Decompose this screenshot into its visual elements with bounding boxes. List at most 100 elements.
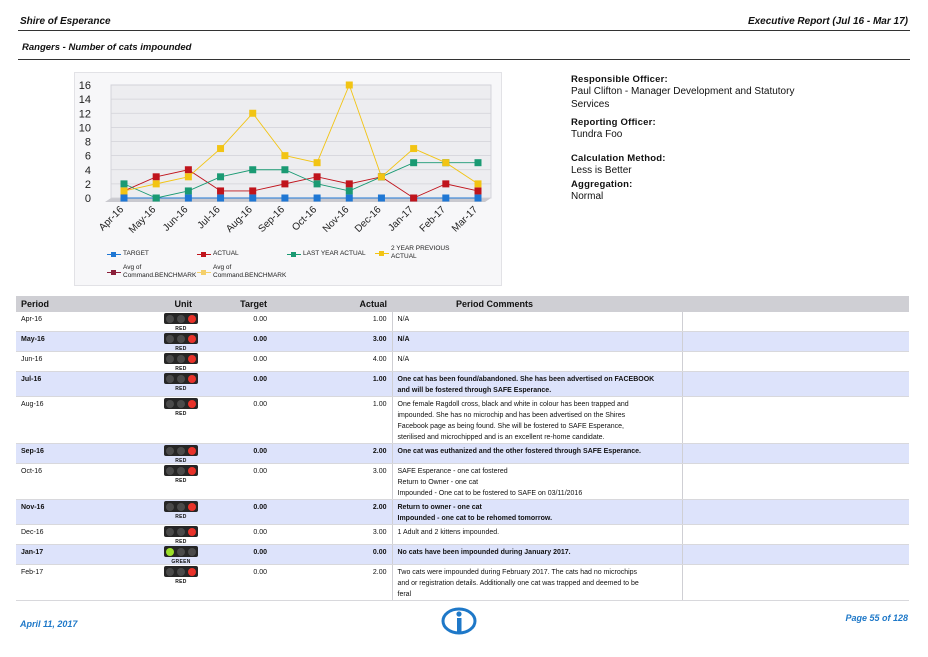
- cell-spacer: [682, 544, 909, 565]
- series-line: [123, 169, 479, 199]
- cell-period: Jun-16: [16, 351, 86, 372]
- cell-status: RED: [86, 443, 198, 464]
- cell-spacer: [682, 351, 909, 372]
- data-point: [184, 187, 192, 195]
- cell-comments: 1 Adult and 2 kittens impounded.: [391, 524, 683, 545]
- data-point: [281, 194, 289, 202]
- traffic-light-red-icon: RED: [164, 445, 198, 464]
- cell-period: Oct-16: [16, 463, 86, 500]
- traffic-light-red-icon: RED: [164, 526, 198, 545]
- x-tick-label: Jan-17: [386, 204, 416, 234]
- data-point: [474, 194, 482, 202]
- cell-comments: N/A: [391, 351, 683, 372]
- y-tick-label: 12: [79, 108, 91, 120]
- data-point: [249, 109, 257, 117]
- legend-benchmark-1: Avg of Command.BENCHMARK: [107, 264, 197, 280]
- legend-2yr: 2 YEAR PREVIOUS ACTUAL: [375, 245, 465, 261]
- status-label: RED: [175, 514, 187, 520]
- x-tick-label: May-16: [127, 204, 159, 236]
- cell-period: Jul-16: [16, 371, 86, 397]
- status-label: RED: [175, 579, 187, 585]
- responsible-officer-label: Responsible Officer:: [571, 74, 668, 85]
- cell-actual: 3.00: [272, 463, 392, 500]
- data-point: [345, 187, 353, 195]
- cell-status: RED: [86, 524, 198, 545]
- cell-period: Jan-17: [16, 544, 86, 565]
- status-label: GREEN: [171, 559, 191, 565]
- cell-status: GREEN: [86, 544, 198, 565]
- cell-status: RED: [86, 312, 198, 332]
- traffic-light-red-icon: RED: [164, 398, 198, 417]
- legend-swatch-benchmark-1: [107, 269, 121, 276]
- legend-label-actual: ACTUAL: [213, 250, 239, 257]
- comment-line: Facebook page as being found. She will b…: [397, 423, 624, 430]
- cell-actual: 3.00: [272, 524, 392, 545]
- table-header-row: Period Unit Target Actual Period Comment…: [16, 296, 909, 312]
- cell-status: RED: [86, 499, 198, 525]
- traffic-light-red-icon: RED: [164, 501, 198, 520]
- comment-line: One cat has been found/abandoned. She ha…: [397, 376, 655, 383]
- y-tick-label: 10: [79, 122, 91, 134]
- page-subtitle: Rangers - Number of cats impounded: [22, 42, 192, 53]
- cell-spacer: [682, 499, 909, 525]
- cell-period: May-16: [16, 331, 86, 352]
- cell-target: 0.00: [197, 499, 272, 525]
- y-tick-label: 0: [85, 193, 91, 205]
- data-point: [345, 194, 353, 202]
- comment-line: 1 Adult and 2 kittens impounded.: [397, 529, 500, 536]
- traffic-light-green-icon: GREEN: [164, 546, 198, 565]
- data-point: [249, 194, 257, 202]
- comment-line: N/A: [397, 336, 410, 343]
- status-label: RED: [175, 411, 187, 417]
- report-title: Executive Report (Jul 16 - Mar 17): [747, 16, 908, 27]
- cell-comments: Return to owner - one cat Impounded - one…: [391, 499, 683, 525]
- header-period: Period: [16, 296, 86, 312]
- data-point: [184, 173, 192, 181]
- legend-label-last-year: LAST YEAR ACTUAL: [303, 250, 366, 257]
- traffic-light-red-icon: RED: [164, 373, 198, 392]
- y-tick-label: 16: [79, 80, 91, 92]
- comment-line: No cats have been impounded during Janua…: [397, 549, 571, 556]
- shire-logo-icon: [441, 607, 477, 635]
- officer-info-panel: Responsible Officer: Paul Clifton - Mana…: [571, 74, 811, 209]
- cell-spacer: [682, 443, 909, 464]
- data-point: [217, 187, 225, 195]
- header-divider: [18, 30, 910, 31]
- cell-target: 0.00: [197, 564, 272, 601]
- data-point: [281, 180, 289, 188]
- cell-target: 0.00: [197, 312, 272, 332]
- legend-last-year: LAST YEAR ACTUAL: [287, 250, 366, 258]
- cell-status: RED: [86, 463, 198, 500]
- cell-period: Nov-16: [16, 499, 86, 525]
- data-point: [120, 180, 128, 188]
- y-tick-label: 6: [85, 151, 91, 163]
- legend-label-benchmark-2: Avg of Command.BENCHMARK: [213, 264, 287, 279]
- data-point: [377, 173, 385, 181]
- cell-comments: One cat has been found/abandoned. She ha…: [391, 371, 683, 397]
- data-point: [345, 180, 353, 188]
- legend-label-2yr: 2 YEAR PREVIOUS ACTUAL: [391, 245, 450, 260]
- legend-swatch-target: [107, 251, 121, 258]
- y-tick-label: 14: [79, 94, 91, 106]
- data-point: [313, 180, 321, 188]
- status-label: RED: [175, 386, 187, 392]
- x-tick-label: Feb-17: [418, 204, 448, 234]
- data-point: [313, 159, 321, 167]
- cell-spacer: [682, 564, 909, 601]
- x-tick-label: Apr-16: [97, 204, 126, 233]
- status-label: RED: [175, 478, 187, 484]
- series-line: [123, 83, 479, 192]
- data-point: [152, 173, 160, 181]
- traffic-light-red-icon: RED: [164, 566, 198, 585]
- header-comments: Period Comments: [392, 296, 682, 312]
- status-label: RED: [175, 458, 187, 464]
- data-point: [120, 187, 128, 195]
- data-point: [249, 187, 257, 195]
